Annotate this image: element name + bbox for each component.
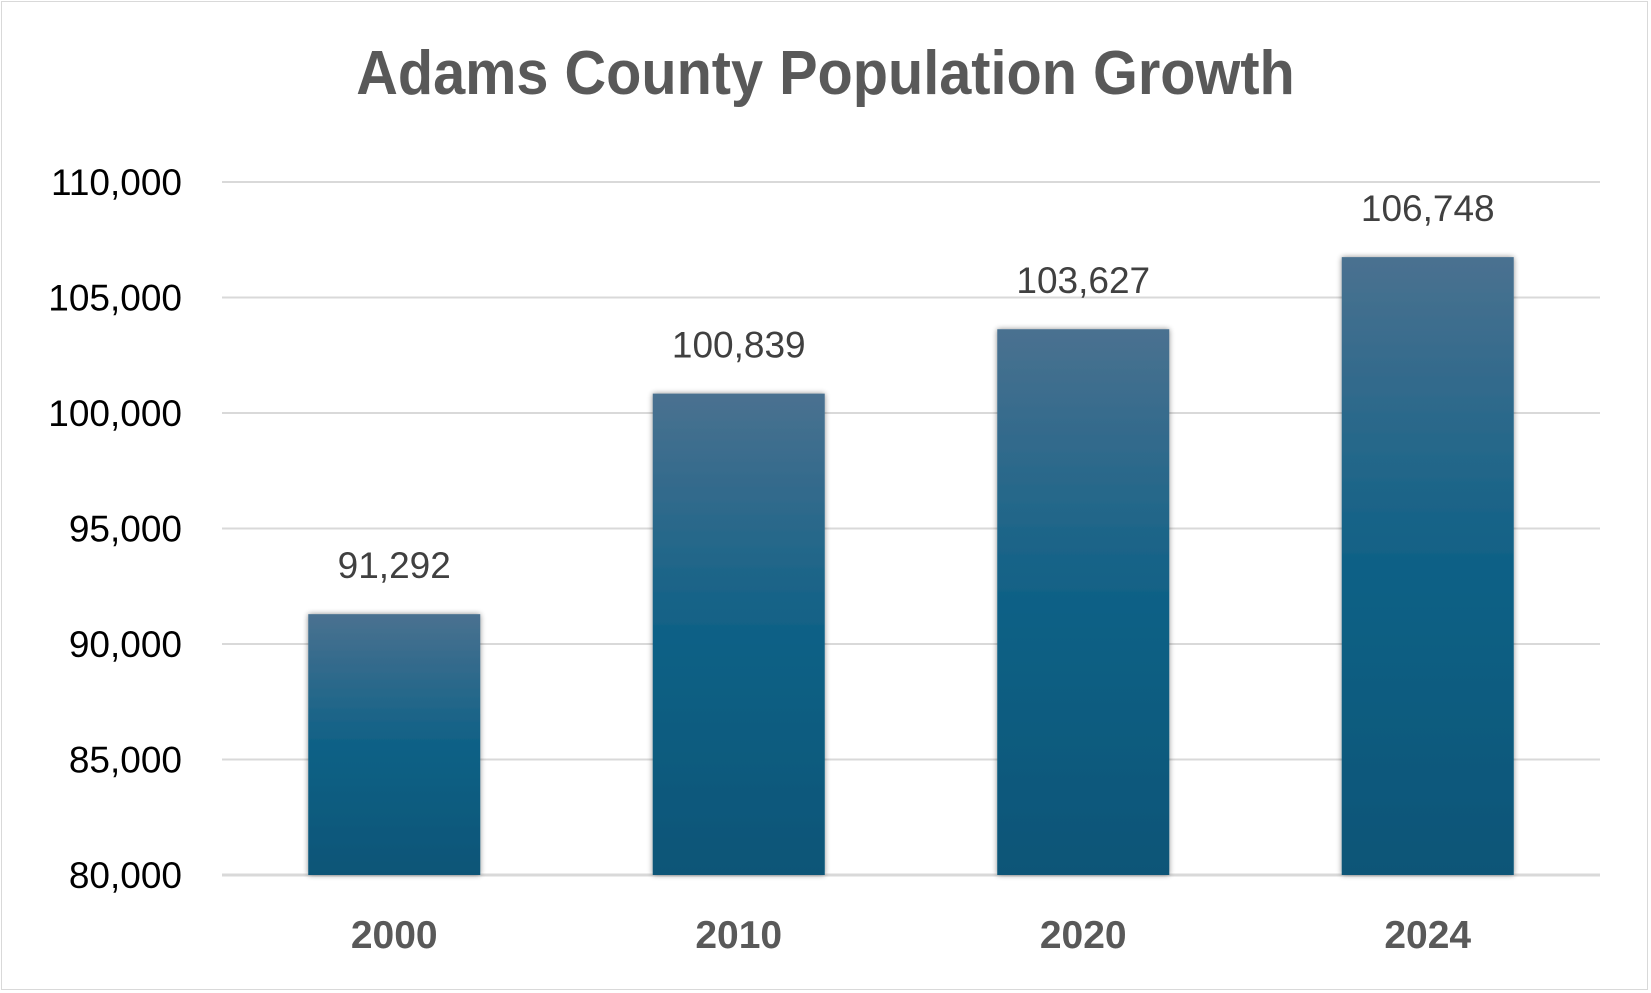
- data-label-2024: 106,748: [1361, 188, 1495, 229]
- y-tick-label: 80,000: [69, 855, 182, 896]
- data-label-2020: 103,627: [1016, 260, 1150, 301]
- y-tick-label: 95,000: [69, 509, 182, 550]
- bar-2010: [652, 393, 825, 875]
- x-tick-label-2020: 2020: [1040, 914, 1127, 957]
- bars: [308, 257, 1514, 875]
- bar-2020: [997, 329, 1170, 875]
- x-tick-label-2010: 2010: [695, 914, 782, 957]
- data-labels: 91,292 100,839 103,627 106,748: [338, 188, 1495, 586]
- x-axis-tick-labels: 2000 2010 2020 2024: [351, 914, 1472, 957]
- x-tick-label-2024: 2024: [1384, 914, 1471, 957]
- data-label-2000: 91,292: [338, 545, 451, 586]
- y-axis-tick-labels: 80,000 85,000 90,000 95,000 100,000 105,000 11…: [48, 162, 182, 896]
- x-tick-label-2000: 2000: [351, 914, 438, 957]
- y-tick-label: 100,000: [48, 393, 182, 434]
- data-label-2010: 100,839: [672, 325, 806, 366]
- chart-title: Adams County Population Growth: [356, 39, 1295, 108]
- y-tick-label: 105,000: [48, 278, 182, 319]
- bar-2000: [308, 614, 481, 875]
- y-tick-label: 110,000: [51, 162, 182, 203]
- y-tick-label: 85,000: [69, 740, 182, 781]
- bar-2024: [1341, 257, 1514, 875]
- y-tick-label: 90,000: [69, 624, 182, 665]
